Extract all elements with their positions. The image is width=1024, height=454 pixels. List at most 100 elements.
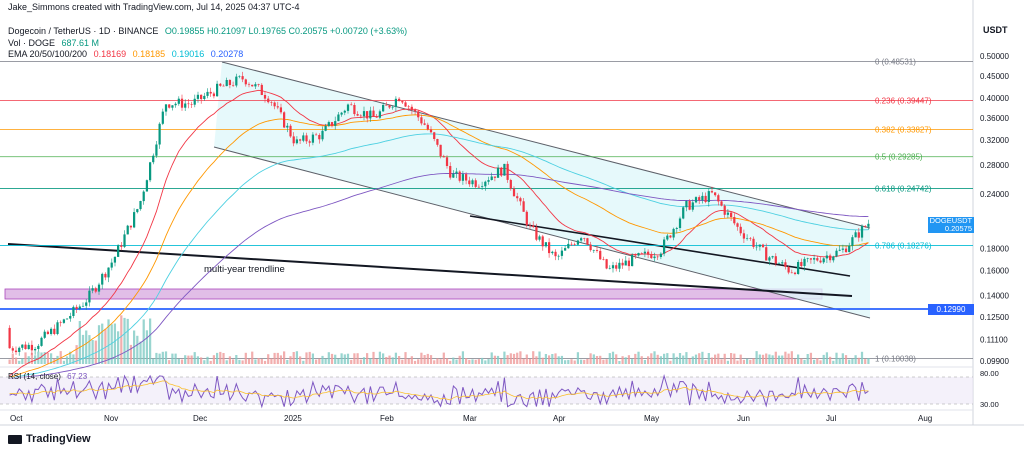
- volume-bar: [375, 359, 378, 364]
- volume-bar: [321, 355, 324, 364]
- volume-label: Vol · DOGE: [8, 38, 56, 48]
- last-price-badge: DOGEUSDT 0.20575 15:22:04: [928, 217, 974, 241]
- trendline-annotation: multi-year trendline: [204, 264, 285, 275]
- volume-bar: [401, 359, 404, 364]
- candle-body: [599, 250, 602, 260]
- rsi-value: 67.23: [67, 372, 88, 381]
- candle-body: [656, 256, 659, 258]
- candle-body: [88, 290, 91, 303]
- volume-bar: [656, 354, 659, 364]
- candle-body: [643, 251, 647, 254]
- volume-bar: [413, 360, 417, 364]
- volume-bar: [698, 353, 701, 364]
- volume-bar: [318, 358, 321, 364]
- volume-bar: [180, 359, 184, 364]
- volume-bar: [8, 359, 11, 364]
- candle-body: [474, 180, 477, 187]
- volume-bar: [171, 353, 174, 364]
- volume-bar: [573, 360, 576, 364]
- ema-100-line: [9, 133, 869, 379]
- volume-bar: [841, 353, 844, 364]
- candle-body: [532, 225, 535, 227]
- candle-body: [436, 139, 439, 145]
- candle-body: [203, 95, 206, 99]
- volume-bar: [442, 352, 445, 364]
- candle-body: [851, 237, 854, 246]
- candle-body: [816, 258, 819, 261]
- volume-bar: [864, 359, 867, 364]
- volume-bar: [860, 351, 864, 364]
- created-by-text: Jake_Simmons created with TradingView.co…: [8, 2, 300, 12]
- candle-body: [490, 176, 493, 180]
- volume-bar: [541, 357, 544, 364]
- candle-body: [787, 266, 790, 273]
- candle-body: [803, 258, 806, 266]
- volume-bar: [647, 356, 650, 364]
- footer-brand-text: TradingView: [26, 433, 91, 445]
- volume-bar: [37, 351, 40, 364]
- ema-50-line: [9, 114, 869, 379]
- volume-bar: [793, 359, 797, 364]
- tradingview-logo-icon: [8, 434, 22, 444]
- volume-bar: [436, 358, 439, 364]
- candle-body: [631, 254, 634, 267]
- candle-body: [413, 109, 417, 112]
- volume-bar: [723, 353, 726, 364]
- candle-body: [289, 125, 292, 137]
- symbol-title[interactable]: Dogecoin / TetherUS · 1D · BINANCE: [8, 26, 159, 36]
- candle-body: [123, 234, 126, 247]
- candle-body: [710, 191, 714, 193]
- volume-bar: [445, 358, 449, 364]
- candle-body: [867, 223, 870, 227]
- candle-body: [835, 250, 838, 257]
- volume-bar: [267, 354, 270, 364]
- volume-bar: [458, 355, 461, 364]
- x-tick-label: Dec: [193, 414, 207, 423]
- fib-level-label: 1 (0.10038): [875, 354, 916, 363]
- candle-body: [864, 226, 867, 227]
- candle-body: [110, 262, 113, 268]
- candle-body: [366, 111, 369, 119]
- volume-bar: [155, 352, 158, 364]
- volume-bar: [452, 357, 455, 364]
- candle-body: [605, 259, 608, 269]
- volume-bar: [784, 351, 787, 364]
- candle-body: [394, 98, 398, 107]
- volume-bar: [522, 358, 525, 364]
- candle-body: [640, 253, 643, 254]
- x-tick-label: Jul: [826, 414, 836, 423]
- x-tick-label: May: [644, 414, 659, 423]
- volume-bar: [720, 359, 723, 364]
- volume-bar: [34, 355, 37, 364]
- candle-body: [854, 232, 857, 238]
- volume-bar: [557, 356, 560, 364]
- candle-body: [445, 157, 449, 166]
- symbol-row[interactable]: Dogecoin / TetherUS · 1D · BINANCE O0.19…: [8, 26, 411, 36]
- volume-bar: [816, 358, 819, 364]
- volume-bar: [394, 352, 398, 364]
- volume-bar: [468, 359, 471, 364]
- volume-bar: [605, 359, 608, 364]
- candle-body: [723, 205, 726, 215]
- candle-body: [18, 347, 21, 352]
- volume-bar: [714, 354, 717, 364]
- volume-bar: [346, 353, 350, 364]
- volume-bar: [340, 353, 343, 364]
- volume-bar: [487, 359, 490, 364]
- volume-bar: [30, 352, 34, 364]
- candle-body: [391, 106, 394, 108]
- candle-body: [171, 105, 174, 108]
- candle-body: [774, 256, 777, 264]
- volume-bar: [477, 359, 481, 364]
- candle-body: [295, 139, 299, 144]
- horizontal-level-badge: 0.12990: [928, 304, 974, 315]
- candle-body: [551, 251, 554, 254]
- volume-bar: [516, 352, 519, 364]
- volume-bar: [212, 355, 216, 364]
- candle-body: [196, 94, 200, 99]
- candle-body: [337, 114, 340, 122]
- volume-bar: [688, 358, 691, 364]
- candle-body: [85, 302, 88, 306]
- footer-brand[interactable]: TradingView: [8, 433, 91, 445]
